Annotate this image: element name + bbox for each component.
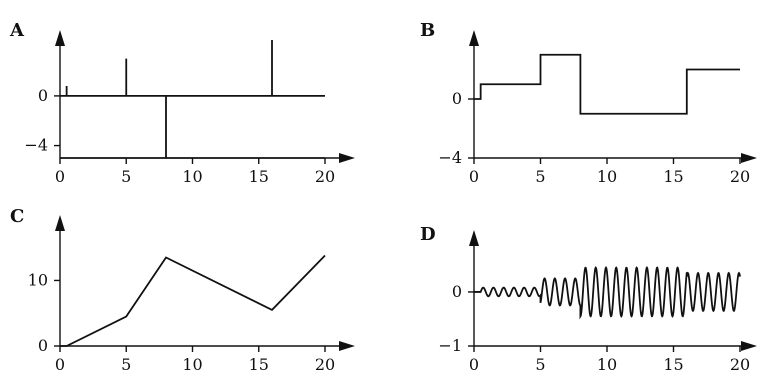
x-tick-label: 5 <box>121 355 131 374</box>
y-tick-label: 0 <box>452 89 462 108</box>
panel-label: C <box>10 206 24 227</box>
panel-label: D <box>420 224 436 245</box>
x-tick-label: 20 <box>315 355 335 374</box>
data-line <box>474 265 741 320</box>
x-tick-label: 0 <box>55 167 65 186</box>
data-line <box>60 40 325 158</box>
x-tick-label: 10 <box>597 355 617 374</box>
x-tick-label: 10 <box>182 167 202 186</box>
panel-d: D 0 5 10 15 20 0 −1 <box>420 224 757 374</box>
x-tick-label: 15 <box>663 355 683 374</box>
data-line <box>60 254 326 347</box>
panel-label: A <box>9 20 25 41</box>
x-tick-label: 0 <box>469 167 479 186</box>
y-tick-label: −4 <box>438 148 462 167</box>
y-tick-label: −1 <box>438 336 462 355</box>
y-axis-arrow <box>469 230 479 246</box>
x-tick-label: 15 <box>249 167 269 186</box>
y-tick-label: 0 <box>38 86 48 105</box>
x-axis-arrow <box>339 341 355 351</box>
y-axis-arrow <box>55 215 65 231</box>
y-tick-label: 0 <box>38 336 48 355</box>
x-tick-label: 5 <box>535 355 545 374</box>
x-tick-label: 0 <box>55 355 65 374</box>
y-tick-label: 10 <box>28 270 48 289</box>
x-tick-label: 10 <box>182 355 202 374</box>
panel-b: B 0 5 10 15 20 0 −4 <box>420 20 757 186</box>
x-tick-label: 0 <box>469 355 479 374</box>
panel-c: C 0 5 10 15 20 0 10 <box>10 206 355 374</box>
x-tick-label: 20 <box>315 167 335 186</box>
x-axis-arrow <box>741 153 757 163</box>
x-tick-label: 15 <box>249 355 269 374</box>
x-tick-label: 20 <box>730 167 750 186</box>
y-axis-arrow <box>469 30 479 46</box>
y-axis-arrow <box>55 30 65 46</box>
x-tick-label: 10 <box>597 167 617 186</box>
panel-label: B <box>420 20 435 41</box>
x-tick-label: 20 <box>730 355 750 374</box>
x-axis-arrow <box>741 341 757 351</box>
data-line <box>474 53 740 115</box>
x-tick-label: 5 <box>121 167 131 186</box>
y-tick-label: 0 <box>452 282 462 301</box>
panel-a: A 0 5 10 15 20 0 −4 <box>9 20 355 186</box>
x-tick-label: 5 <box>535 167 545 186</box>
x-axis-arrow <box>339 153 355 163</box>
x-tick-label: 15 <box>663 167 683 186</box>
y-tick-label: −4 <box>24 136 48 155</box>
